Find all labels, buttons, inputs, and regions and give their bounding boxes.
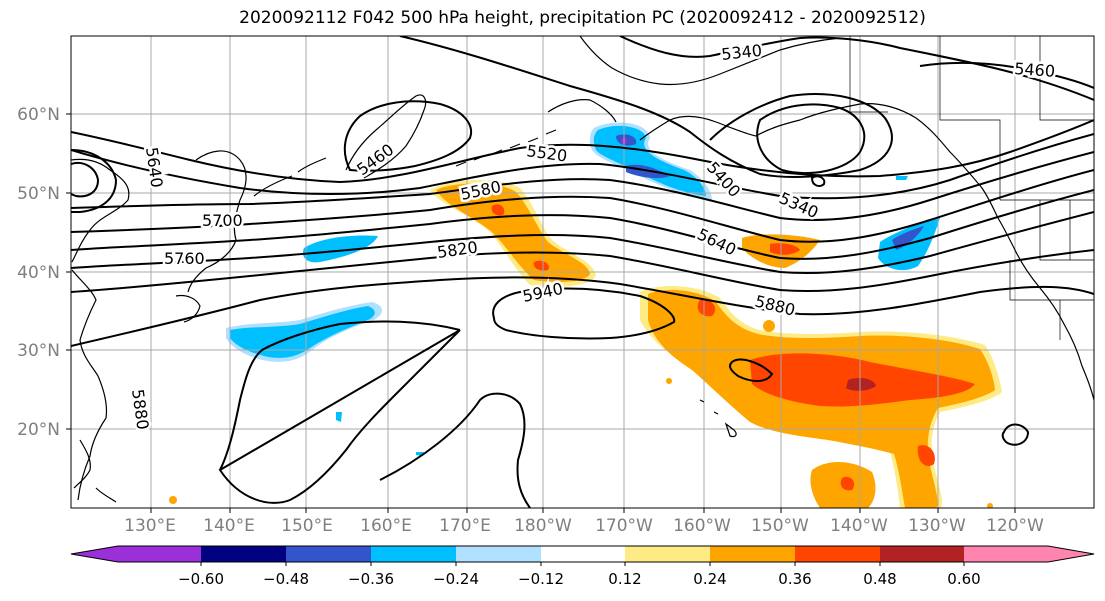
precip-east-pacific-max [697, 299, 975, 466]
contour-5880-circle [1001, 423, 1030, 446]
graticule [71, 36, 1094, 508]
precip-band-central-core [436, 183, 590, 282]
precip-dot [169, 496, 177, 504]
colorbar-tick-label: −0.36 [348, 570, 394, 588]
lon-label: 180°W [514, 516, 572, 536]
precip-dot [666, 378, 672, 384]
colorbar-segment [71, 546, 201, 562]
contour-5640-west2 [71, 149, 118, 213]
colorbar-segment [710, 546, 795, 562]
contour-5520 [71, 133, 1094, 200]
contour-5640 [71, 169, 1094, 243]
colorbar-tick-label: −0.12 [518, 570, 564, 588]
colorbar-tick-label: −0.60 [178, 570, 224, 588]
colorbar-segment [201, 546, 286, 562]
contour-5640-west [71, 162, 100, 198]
colorbar: −0.60 −0.48 −0.36 −0.24 −0.12 0.12 0.24 … [70, 545, 1095, 588]
contour-5460-main [71, 119, 1094, 184]
precip-gulf-patch-max [770, 243, 800, 255]
contour-label: 5760 [164, 249, 205, 268]
precip-neg-subtropical-core [230, 306, 375, 358]
lon-label: 150°W [751, 516, 809, 536]
lon-labels: 130°E 140°E 150°E 160°E 170°E 180°W 170°… [124, 516, 1044, 536]
colorbar-tick-label: 0.12 [608, 570, 641, 588]
colorbar-segment [541, 546, 625, 562]
contour-5340-low [756, 103, 866, 175]
precip-positive-shading [149, 164, 1002, 508]
contour-5880-east [729, 358, 774, 382]
coastline-na-west [997, 217, 1094, 401]
lon-label: 130°E [124, 516, 176, 536]
lat-label: 40°N [17, 263, 60, 283]
colorbar-tick-label: −0.48 [263, 570, 309, 588]
colorbar-segment [625, 546, 710, 562]
contour-5880 [71, 276, 1094, 347]
contour-5340-center [810, 175, 826, 187]
axis-ticks [66, 113, 1016, 513]
contour-5580 [71, 151, 1094, 221]
coastline-alaska-north [579, 36, 841, 86]
precip-neg-japan-sea [302, 235, 378, 263]
coastline-japan [175, 150, 247, 323]
contour-5700 [71, 189, 1094, 260]
colorbar-segment [371, 546, 456, 562]
lat-label: 50°N [17, 184, 60, 204]
lon-label: 160°E [360, 516, 412, 536]
lat-labels: 60°N 50°N 40°N 30°N 20°N [17, 105, 60, 440]
colorbar-segment [880, 546, 964, 562]
lon-label: 150°E [281, 516, 333, 536]
map-title: 2020092112 F042 500 hPa height, precipit… [239, 8, 926, 28]
coastline-kamchatka [345, 94, 427, 179]
precip-neg-small [336, 412, 342, 422]
precip-neg-east-gulf-max [892, 226, 924, 250]
precip-south-blob-max [840, 476, 855, 491]
colorbar-segment [286, 546, 371, 562]
coastline-alaska [547, 99, 999, 219]
lat-label: 30°N [17, 341, 60, 361]
lon-label: 170°E [439, 516, 491, 536]
coastline-hawaii [699, 399, 737, 438]
lon-label: 130°W [908, 516, 966, 536]
border-us-states [1009, 200, 1094, 340]
colorbar-tick-label: −0.24 [433, 570, 479, 588]
colorbar-outline [70, 545, 1095, 563]
precip-dot [987, 503, 993, 508]
contour-5460-west [343, 100, 473, 172]
lon-label: 140°W [830, 516, 888, 536]
contour-label: 5460 [1014, 59, 1056, 81]
precip-east-pacific-peak [846, 378, 876, 391]
lat-label: 60°N [17, 105, 60, 125]
colorbar-tick-label: 0.48 [863, 570, 896, 588]
contour-5340-north [619, 36, 1094, 101]
colorbar-tick-label: 0.24 [693, 570, 726, 588]
colorbar-tick-label: 0.36 [778, 570, 811, 588]
contour-5400 [399, 36, 893, 178]
contour-5880-south [379, 392, 531, 508]
lat-label: 20°N [17, 420, 60, 440]
colorbar-segment [795, 546, 880, 562]
contour-5940 [492, 287, 676, 340]
contour-5820 [71, 249, 1094, 293]
contour-label: 5700 [202, 211, 243, 230]
lon-label: 170°W [595, 516, 653, 536]
precip-neg-small [896, 176, 908, 180]
colorbar-tick-label: 0.60 [947, 570, 980, 588]
contour-5460-east [919, 62, 1094, 89]
coastline-philippines [73, 439, 117, 503]
lon-label: 120°W [986, 516, 1044, 536]
contour-5760 [71, 211, 1094, 275]
contour-5880-sub [218, 320, 461, 504]
colorbar-segment [456, 546, 541, 562]
height-contours [71, 36, 1094, 508]
coastline-east-asia [71, 158, 130, 501]
lon-label: 140°E [203, 516, 255, 536]
precip-dot [763, 320, 775, 332]
colorbar-segment [964, 546, 1094, 562]
coastlines [71, 36, 1094, 503]
border-canada-provinces [939, 36, 1094, 200]
lon-label: 160°W [673, 516, 731, 536]
